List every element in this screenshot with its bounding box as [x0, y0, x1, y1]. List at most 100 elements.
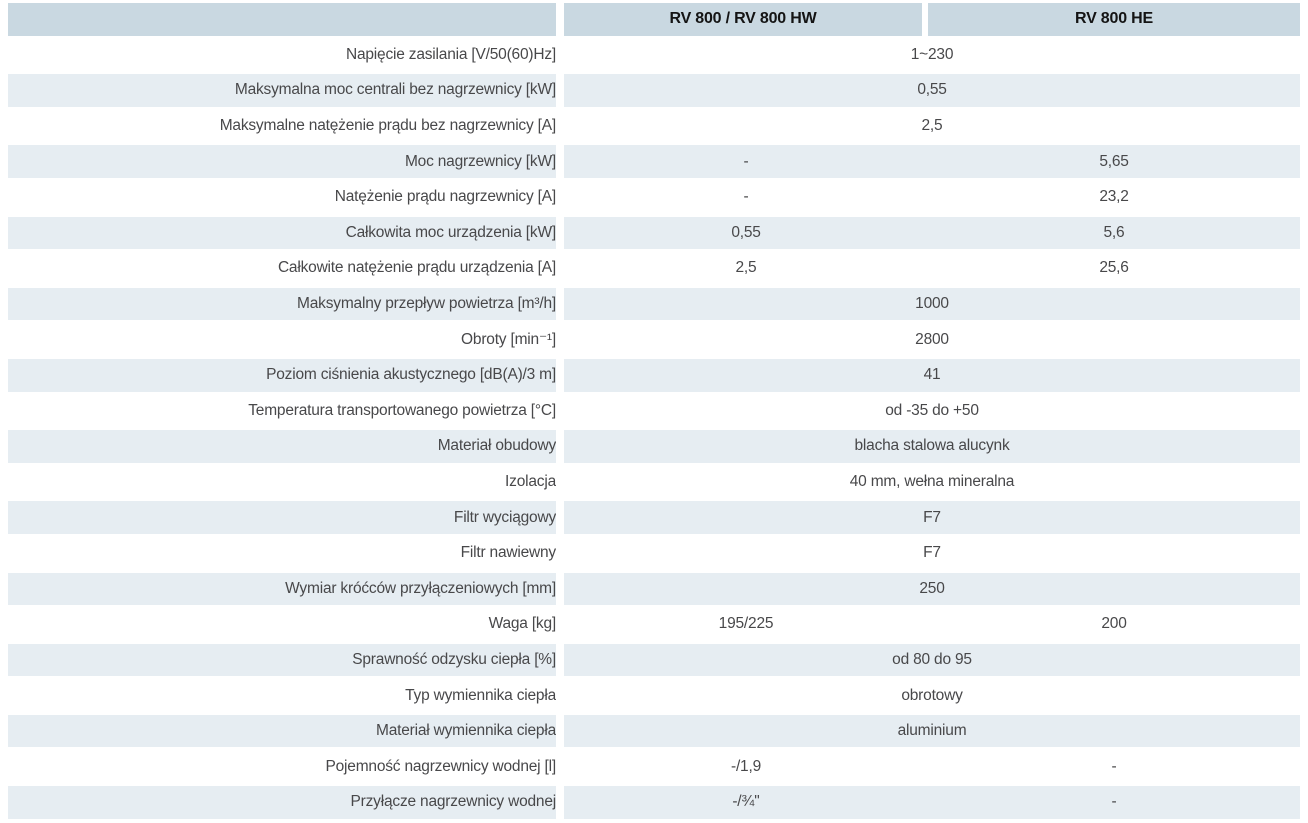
- table-row: Materiał wymiennika ciepła aluminium: [8, 714, 1300, 748]
- label-column-gap: [556, 180, 564, 214]
- table-row: Natężenie prądu nagrzewnicy [A] - 23,2: [8, 180, 1300, 214]
- table-row: Temperatura transportowanego powietrza […: [8, 394, 1300, 428]
- row-label: Moc nagrzewnicy [kW]: [8, 145, 556, 178]
- row-label: Pojemność nagrzewnicy wodnej [l]: [325, 757, 556, 775]
- label-column-gap: [556, 679, 564, 712]
- row-value-rv800-rv800hw: -: [564, 145, 928, 178]
- label-column-gap: [556, 572, 564, 606]
- row-value-both-models: blacha stalowa alucynk: [564, 430, 1300, 463]
- row-label: Materiał wymiennika ciepła: [8, 714, 556, 748]
- table-row: Całkowite natężenie prądu urządzenia [A]…: [8, 252, 1300, 285]
- row-value-rv800he: -: [928, 786, 1300, 819]
- row-label: Całkowite natężenie prądu urządzenia [A]: [277, 259, 556, 277]
- label-column-gap: [556, 74, 564, 107]
- row-label: Poziom ciśnienia akustycznego [dB(A)/3 m…: [8, 358, 556, 392]
- label-column-gap: [556, 786, 564, 819]
- row-value-both-models: od 80 do 95: [564, 643, 1300, 677]
- row-label: Filtr wyciągowy: [8, 501, 556, 534]
- header-col-rv800-rv800hw: RV 800 / RV 800 HW: [564, 3, 922, 36]
- label-column-gap: [556, 465, 564, 499]
- row-label: Waga [kg]: [488, 615, 556, 633]
- row-value-both-models: od -35 do +50: [885, 401, 979, 419]
- label-column-gap: [556, 38, 564, 72]
- row-value-both-models: 2800: [915, 330, 949, 348]
- label-column-gap: [556, 714, 564, 748]
- label-column-gap: [556, 3, 564, 36]
- table-row: Maksymalne natężenie prądu bez nagrzewni…: [8, 109, 1300, 143]
- row-value-rv800-rv800hw: -: [743, 188, 749, 206]
- row-label: Natężenie prądu nagrzewnicy [A]: [334, 188, 556, 206]
- row-value-both-models: obrotowy: [901, 686, 963, 704]
- label-column-gap: [556, 536, 564, 570]
- row-label: Temperatura transportowanego powietrza […: [248, 401, 556, 419]
- table-row: Filtr nawiewny F7: [8, 536, 1300, 570]
- row-value-both-models: F7: [564, 501, 1300, 534]
- table-row: Sprawność odzysku ciepła [%] od 80 do 95: [8, 643, 1300, 677]
- label-column-gap: [556, 430, 564, 463]
- header-column-separator: [922, 3, 928, 36]
- label-column-gap: [556, 109, 564, 143]
- row-label: Obroty [min⁻¹]: [461, 331, 556, 349]
- row-value-rv800he: -: [1111, 757, 1117, 775]
- row-value-both-models: 41: [564, 358, 1300, 392]
- table-row: Filtr wyciągowy F7: [8, 501, 1300, 534]
- table-row: Obroty [min⁻¹] 2800: [8, 323, 1300, 356]
- row-value-both-models: 40 mm, wełna mineralna: [849, 473, 1015, 491]
- row-value-rv800he: 200: [1101, 615, 1127, 633]
- row-value-both-models: F7: [923, 544, 941, 562]
- row-label: Typ wymiennika ciepła: [405, 686, 556, 704]
- table-row: Materiał obudowy blacha stalowa alucynk: [8, 430, 1300, 463]
- row-label: Filtr nawiewny: [460, 544, 556, 562]
- label-column-gap: [556, 287, 564, 321]
- row-label: Napięcie zasilania [V/50(60)Hz]: [345, 45, 556, 63]
- header-empty-cell: [8, 3, 556, 36]
- label-column-gap: [556, 252, 564, 285]
- row-value-both-models: aluminium: [564, 714, 1300, 748]
- header-row: RV 800 / RV 800 HW RV 800 HE: [8, 3, 1300, 36]
- label-column-gap: [556, 216, 564, 250]
- label-column-gap: [556, 501, 564, 534]
- row-value-both-models: 250: [564, 572, 1300, 606]
- label-column-gap: [556, 323, 564, 356]
- label-column-gap: [556, 394, 564, 428]
- row-value-rv800he: 25,6: [1099, 259, 1129, 277]
- label-column-gap: [556, 643, 564, 677]
- row-label: Wymiar króćców przyłączeniowych [mm]: [8, 572, 556, 606]
- row-label: Materiał obudowy: [8, 430, 556, 463]
- label-column-gap: [556, 145, 564, 178]
- row-value-both-models: 1000: [564, 287, 1300, 321]
- row-label: Całkowita moc urządzenia [kW]: [8, 216, 556, 250]
- table-row: Przyłącze nagrzewnicy wodnej -/¾'' -: [8, 786, 1300, 819]
- table-row: Izolacja 40 mm, wełna mineralna: [8, 465, 1300, 499]
- table-row: Poziom ciśnienia akustycznego [dB(A)/3 m…: [8, 358, 1300, 392]
- spec-table: RV 800 / RV 800 HW RV 800 HE Napięcie za…: [8, 0, 1300, 822]
- row-label: Maksymalny przepływ powietrza [m³/h]: [8, 287, 556, 321]
- row-value-rv800-rv800hw: 2,5: [735, 259, 757, 277]
- table-row: Waga [kg] 195/225 200: [8, 608, 1300, 641]
- label-column-gap: [556, 608, 564, 641]
- row-value-rv800-rv800hw: 0,55: [564, 216, 928, 250]
- spec-table-body: Napięcie zasilania [V/50(60)Hz] 1~230 Maks…: [8, 38, 1300, 819]
- label-column-gap: [556, 750, 564, 784]
- row-label: Maksymalne natężenie prądu bez nagrzewni…: [219, 117, 556, 135]
- row-value-rv800he: 23,2: [1099, 188, 1129, 206]
- table-row: Pojemność nagrzewnicy wodnej [l] -/1,9 -: [8, 750, 1300, 784]
- row-label: Sprawność odzysku ciepła [%]: [8, 643, 556, 677]
- row-value-both-models: 2,5: [921, 117, 943, 135]
- table-row: Moc nagrzewnicy [kW] -5,65: [8, 145, 1300, 178]
- row-value-rv800he: 5,6: [928, 216, 1300, 250]
- row-value-rv800-rv800hw: -/¾'': [564, 786, 928, 819]
- row-value-rv800he: 5,65: [928, 145, 1300, 178]
- table-row: Maksymalny przepływ powietrza [m³/h] 1000: [8, 287, 1300, 321]
- row-value-rv800-rv800hw: 195/225: [718, 615, 774, 633]
- row-value-both-models: 1~230: [910, 45, 954, 63]
- table-row: Napięcie zasilania [V/50(60)Hz] 1~230: [8, 38, 1300, 72]
- label-column-gap: [556, 358, 564, 392]
- header-col-rv800he: RV 800 HE: [928, 3, 1300, 36]
- row-value-both-models: 0,55: [564, 74, 1300, 107]
- table-row: Wymiar króćców przyłączeniowych [mm] 250: [8, 572, 1300, 606]
- row-label: Maksymalna moc centrali bez nagrzewnicy …: [8, 74, 556, 107]
- row-label: Izolacja: [505, 473, 556, 491]
- row-value-rv800-rv800hw: -/1,9: [730, 757, 761, 775]
